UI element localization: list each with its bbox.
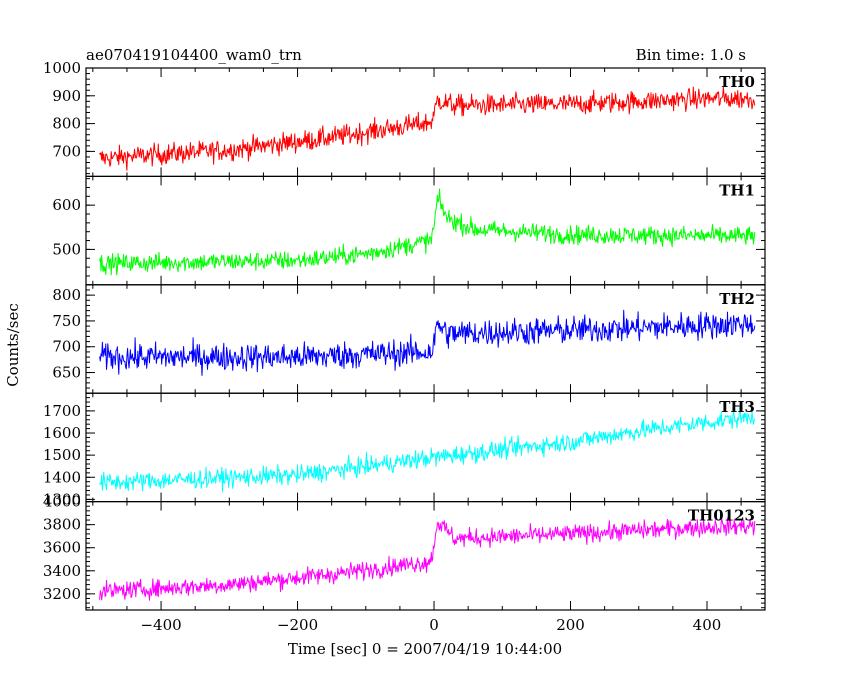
x-axis-label: Time [sec] 0 = 2007/04/19 10:44:00 (288, 640, 562, 658)
y-tick-label: 750 (52, 312, 81, 330)
y-tick-label: 3200 (43, 585, 81, 603)
y-tick-label: 3600 (43, 539, 81, 557)
y-tick-label: 4000 (43, 493, 81, 511)
y-tick-label: 1300 (43, 490, 81, 508)
x-tick-label: 200 (556, 616, 585, 634)
panel-frame (85, 284, 766, 394)
y-tick-label: 3800 (43, 516, 81, 534)
panel-th1: 500 600 TH1 (52, 175, 766, 286)
y-tick-label: 700 (52, 338, 81, 356)
y-tick-label: 700 (52, 142, 81, 160)
panels-group: 700 800 900 1000 TH0 500 600 TH1 650 700 750 800 TH2… (43, 59, 766, 634)
x-tick-label: 400 (693, 616, 722, 634)
series-line-th1 (99, 188, 756, 276)
x-tick-label: −200 (277, 616, 318, 634)
series-line-th2 (99, 309, 756, 376)
series-line-th0123 (99, 515, 756, 601)
x-tick-label: −400 (140, 616, 181, 634)
series-line-th0 (99, 86, 756, 171)
y-tick-label: 500 (52, 240, 81, 258)
bin-time-label: Bin time: 1.0 s (636, 46, 746, 64)
y-tick-label: 3400 (43, 562, 81, 580)
panel-label-th3: TH3 (719, 398, 755, 416)
panel-frame (85, 175, 766, 286)
panel-th0: 700 800 900 1000 TH0 (43, 59, 766, 178)
panel-th3: 1300 1400 1500 1600 1700 TH3 (43, 392, 766, 508)
y-axis-label: Counts/sec (4, 303, 22, 387)
y-tick-label: 650 (52, 364, 81, 382)
panel-label-th1: TH1 (719, 181, 755, 199)
panel-th2: 650 700 750 800 TH2 (52, 284, 766, 394)
y-tick-label: 800 (52, 115, 81, 133)
panel-label-th0123: TH0123 (688, 507, 755, 525)
y-tick-label: 1600 (43, 424, 81, 442)
panel-label-th2: TH2 (719, 290, 755, 308)
panel-label-th0: TH0 (719, 73, 755, 91)
series-line-th3 (99, 407, 756, 493)
chart-title: ae070419104400_wam0_trn (86, 46, 302, 64)
y-tick-label: 900 (52, 87, 81, 105)
y-tick-label: 1000 (43, 59, 81, 77)
panel-frame (85, 392, 766, 503)
y-tick-label: 1700 (43, 402, 81, 420)
y-tick-label: 1500 (43, 446, 81, 464)
panel-th0123: 3200 3400 3600 3800 4000 TH0123 (43, 493, 766, 611)
x-tick-label: 0 (429, 616, 439, 634)
panel-frame (85, 501, 766, 611)
y-tick-label: 600 (52, 196, 81, 214)
y-tick-label: 800 (52, 286, 81, 304)
y-tick-label: 1400 (43, 468, 81, 486)
